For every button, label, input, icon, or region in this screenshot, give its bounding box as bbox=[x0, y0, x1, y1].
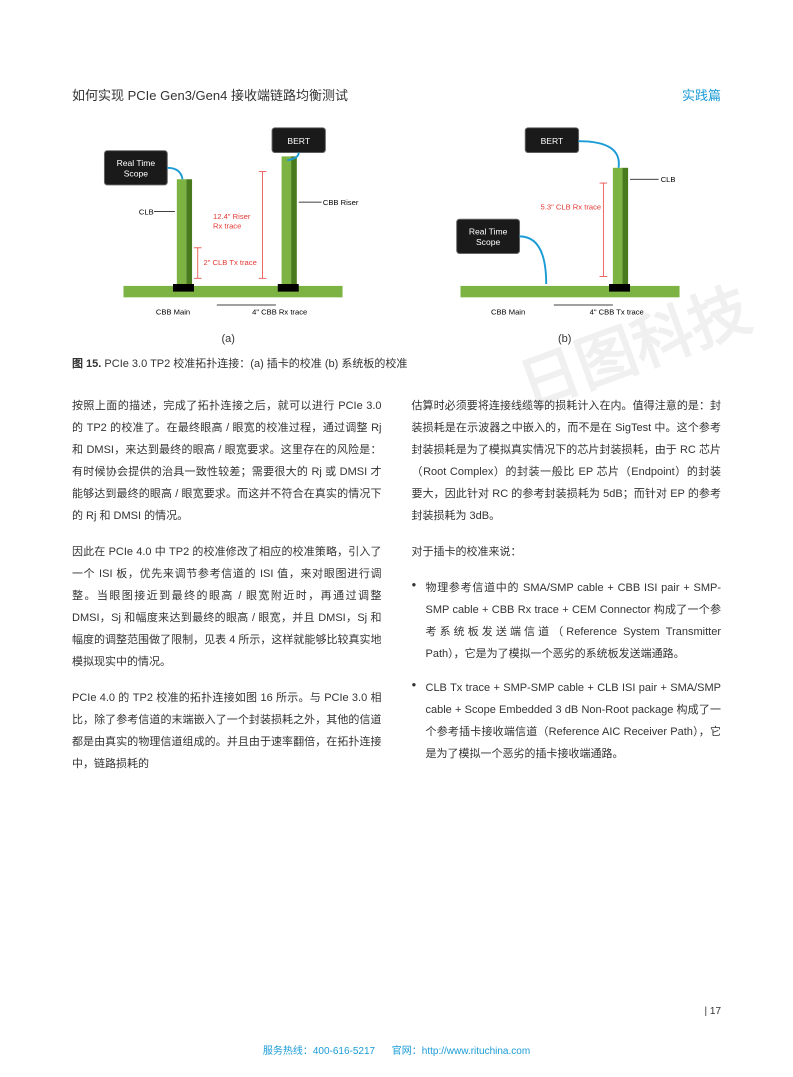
diagram-a: Real Time Scope BERT CLB CBB Riser 12.4"… bbox=[72, 124, 385, 345]
cbb-main-b: CBB Main bbox=[490, 307, 524, 316]
diagram-b-caption: (b) bbox=[409, 333, 722, 345]
clb-b-label: CLB bbox=[660, 175, 675, 184]
figure-text: PCIe 3.0 TP2 校准拓扑连接：(a) 插卡的校准 (b) 系统板的校准 bbox=[104, 358, 407, 370]
cbb-main-a: CBB Main bbox=[156, 307, 190, 316]
right-column: 估算时必须要将连接线缆等的损耗计入在内。值得注意的是：封装损耗是在示波器之中嵌入… bbox=[412, 395, 722, 789]
site-label: 官网： bbox=[392, 1046, 422, 1057]
diagrams-row: Real Time Scope BERT CLB CBB Riser 12.4"… bbox=[72, 124, 721, 345]
list-item-2: CLB Tx trace + SMP-SMP cable + CLB ISI p… bbox=[412, 677, 722, 765]
scope-b-text1: Real Time bbox=[468, 226, 507, 236]
scope-a-text1: Real Time bbox=[117, 158, 156, 168]
site-link[interactable]: http://www.rituchina.com bbox=[422, 1046, 530, 1057]
diagram-b-svg: BERT Real Time Scope CLB 5.3" CLB Rx tra… bbox=[409, 124, 722, 324]
left-p3: PCIe 4.0 的 TP2 校准的拓扑连接如图 16 所示。与 PCIe 3.… bbox=[72, 687, 382, 775]
footer: 服务热线：400-616-5217 官网：http://www.rituchin… bbox=[0, 1042, 793, 1057]
diagram-a-svg: Real Time Scope BERT CLB CBB Riser 12.4"… bbox=[72, 124, 385, 324]
clb-rx-dim: 5.3" CLB Rx trace bbox=[540, 203, 601, 212]
left-p1: 按照上面的描述，完成了拓扑连接之后，就可以进行 PCIe 3.0 的 TP2 的… bbox=[72, 395, 382, 527]
left-p2: 因此在 PCIe 4.0 中 TP2 的校准修改了相应的校准策略，引入了一个 I… bbox=[72, 541, 382, 673]
hotline-label: 服务热线： bbox=[263, 1046, 313, 1057]
figure-caption: 图 15. PCIe 3.0 TP2 校准拓扑连接：(a) 插卡的校准 (b) … bbox=[72, 355, 721, 371]
left-column: 按照上面的描述，完成了拓扑连接之后，就可以进行 PCIe 3.0 的 TP2 的… bbox=[72, 395, 382, 789]
scope-a-text2: Scope bbox=[124, 168, 149, 178]
hotline: 400-616-5217 bbox=[313, 1046, 375, 1057]
page-header: 如何实现 PCIe Gen3/Gen4 接收端链路均衡测试 实践篇 bbox=[72, 85, 721, 104]
right-list: 物理参考信道中的 SMA/SMP cable + CBB ISI pair + … bbox=[412, 577, 722, 765]
cbb-riser-label: CBB Riser bbox=[323, 198, 359, 207]
right-p1: 估算时必须要将连接线缆等的损耗计入在内。值得注意的是：封装损耗是在示波器之中嵌入… bbox=[412, 395, 722, 527]
riser-dim2: Rx trace bbox=[213, 222, 241, 231]
bert-a-text: BERT bbox=[287, 136, 310, 146]
cbb-tx-dim: 4" CBB Tx trace bbox=[589, 307, 643, 316]
body-columns: 按照上面的描述，完成了拓扑连接之后，就可以进行 PCIe 3.0 的 TP2 的… bbox=[72, 395, 721, 789]
header-title: 如何实现 PCIe Gen3/Gen4 接收端链路均衡测试 bbox=[72, 85, 348, 104]
bert-b-text: BERT bbox=[540, 136, 563, 146]
diagram-a-caption: (a) bbox=[72, 333, 385, 345]
figure-number: 图 15. bbox=[72, 358, 101, 370]
clb-a-label: CLB bbox=[139, 207, 154, 216]
list-item-1: 物理参考信道中的 SMA/SMP cable + CBB ISI pair + … bbox=[412, 577, 722, 665]
cbb-rx-dim: 4" CBB Rx trace bbox=[252, 307, 307, 316]
scope-b-text2: Scope bbox=[475, 237, 500, 247]
page-number: | 17 bbox=[705, 1006, 722, 1017]
header-tag: 实践篇 bbox=[682, 85, 721, 104]
riser-dim: 12.4" Riser bbox=[213, 212, 251, 221]
diagram-b: BERT Real Time Scope CLB 5.3" CLB Rx tra… bbox=[409, 124, 722, 345]
right-p2: 对于插卡的校准来说： bbox=[412, 541, 722, 563]
clb-tx-dim: 2" CLB Tx trace bbox=[203, 258, 256, 267]
